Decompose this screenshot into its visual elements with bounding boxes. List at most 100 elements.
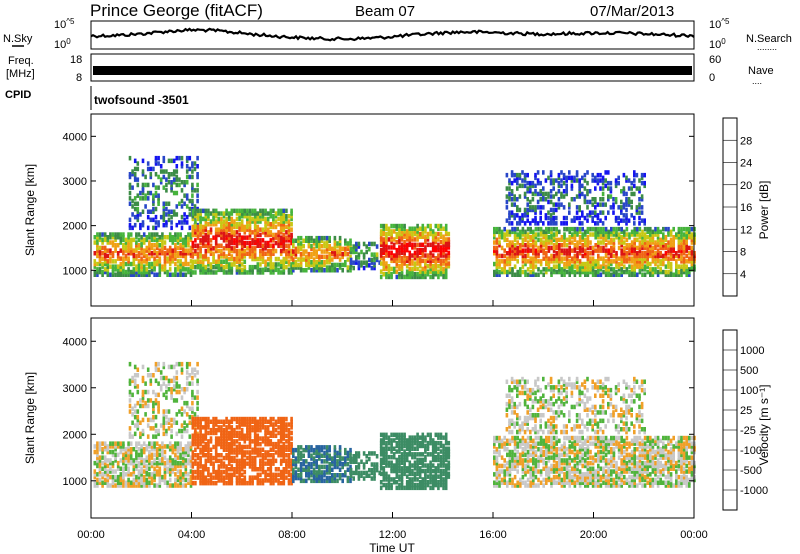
power-echo-cell [664, 272, 668, 277]
power-echo-cell [277, 232, 280, 238]
power-echo-cell [398, 258, 401, 264]
power-echo-cell [612, 267, 616, 272]
velocity-echo-cell [196, 389, 199, 395]
power-echo-cell [604, 264, 608, 269]
power-echo-cell [392, 266, 396, 272]
velocity-echo-cell [256, 480, 260, 486]
power-echo-cell [584, 264, 587, 269]
velocity-echo-cell [222, 433, 226, 438]
power-echo-cell [167, 212, 171, 217]
velocity-echo-cell [357, 473, 361, 478]
power-echo-cell [168, 237, 172, 243]
power-echo-cell [640, 172, 644, 178]
power-echo-cell [576, 253, 579, 259]
power-echo-cell [508, 245, 512, 251]
velocity-echo-cell [277, 480, 280, 486]
velocity-echo-cell [290, 416, 293, 422]
velocity-echo-cell [222, 439, 226, 444]
power-echo-cell [434, 231, 438, 237]
power-echo-cell [664, 251, 668, 256]
power-echo-cell [662, 240, 665, 245]
power-echo-cell [181, 245, 185, 251]
velocity-echo-cell [93, 480, 97, 485]
power-echo-cell [310, 246, 313, 252]
power-echo-cell [302, 251, 305, 257]
power-echo-cell [98, 235, 102, 240]
velocity-echo-cell [305, 459, 308, 464]
power-echo-cell [277, 216, 280, 222]
power-echo-cell [646, 235, 649, 240]
power-echo-cell [131, 198, 134, 204]
power-echo-cell [560, 221, 563, 226]
velocity-echo-cell [146, 403, 150, 409]
velocity-echo-cell [137, 474, 141, 480]
power-echo-cell [137, 259, 141, 264]
power-echo-cell [165, 177, 168, 182]
power-echo-cell [392, 237, 396, 242]
velocity-echo-cell [272, 447, 275, 452]
noise-right-tick-top: 10^5 [709, 17, 730, 31]
power-echo-cell [174, 245, 177, 251]
power-echo-cell [510, 221, 514, 226]
power-echo-cell [140, 248, 143, 253]
power-echo-cell [416, 247, 419, 253]
velocity-echo-cell [212, 419, 215, 424]
power-echo-cell [305, 268, 308, 273]
velocity-echo-cell [193, 395, 197, 400]
power-echo-cell [411, 269, 414, 274]
velocity-echo-cell [204, 444, 208, 450]
power-echo-cell [158, 259, 162, 264]
velocity-echo-cell [248, 453, 252, 458]
velocity-echo-cell [292, 478, 295, 484]
velocity-echo-cell [166, 460, 169, 466]
velocity-echo-cell [207, 425, 210, 430]
power-echo-cell [607, 267, 610, 272]
power-echo-cell [628, 248, 631, 253]
velocity-echo-cell [253, 461, 257, 466]
power-echo-cell [421, 258, 425, 264]
power-echo-cell [532, 267, 535, 272]
power-echo-cell [421, 242, 425, 248]
power-echo-cell [194, 208, 197, 214]
power-echo-cell [442, 250, 445, 256]
power-echo-cell [282, 232, 286, 238]
power-echo-cell [181, 272, 185, 277]
power-echo-cell [411, 266, 414, 272]
power-echo-cell [269, 208, 273, 214]
power-echo-cell [220, 222, 223, 227]
nsearch-label: N.Search [746, 33, 792, 45]
power-echo-cell [307, 241, 311, 246]
velocity-echo-cell [297, 453, 300, 458]
power-echo-cell [240, 262, 244, 267]
velocity-echo-cell [116, 441, 120, 446]
velocity-echo-cell [185, 375, 189, 381]
velocity-echo-cell [230, 430, 234, 436]
velocity-echo-cell [157, 367, 160, 372]
power-echo-cell [434, 239, 438, 245]
velocity-echo-cell [290, 458, 293, 464]
velocity-echo-cell [272, 455, 275, 461]
power-echo-cell [583, 172, 587, 178]
power-echo-cell [287, 227, 291, 232]
velocity-echo-cell [233, 450, 236, 455]
power-echo-cell [508, 269, 512, 275]
power-echo-cell [140, 237, 143, 243]
velocity-echo-cell [279, 450, 283, 455]
power-echo-cell [597, 245, 600, 251]
power-echo-cell [664, 253, 668, 259]
velocity-echo-cell [290, 419, 293, 424]
velocity-echo-cell [162, 423, 166, 428]
power-echo-cell [179, 235, 182, 240]
power-echo-cell [230, 227, 234, 232]
power-echo-cell [159, 169, 163, 174]
power-echo-cell [589, 251, 592, 256]
noise-left-tick-bottom: 100 [54, 37, 71, 51]
power-echo-cell [282, 240, 286, 246]
power-echo-cell [246, 222, 249, 227]
power-echo-cell [649, 248, 652, 253]
power-echo-cell [294, 260, 298, 265]
power-echo-cell [545, 240, 548, 245]
power-echo-cell [547, 215, 550, 221]
power-echo-cell [560, 243, 564, 248]
power-echo-cell [172, 190, 176, 196]
